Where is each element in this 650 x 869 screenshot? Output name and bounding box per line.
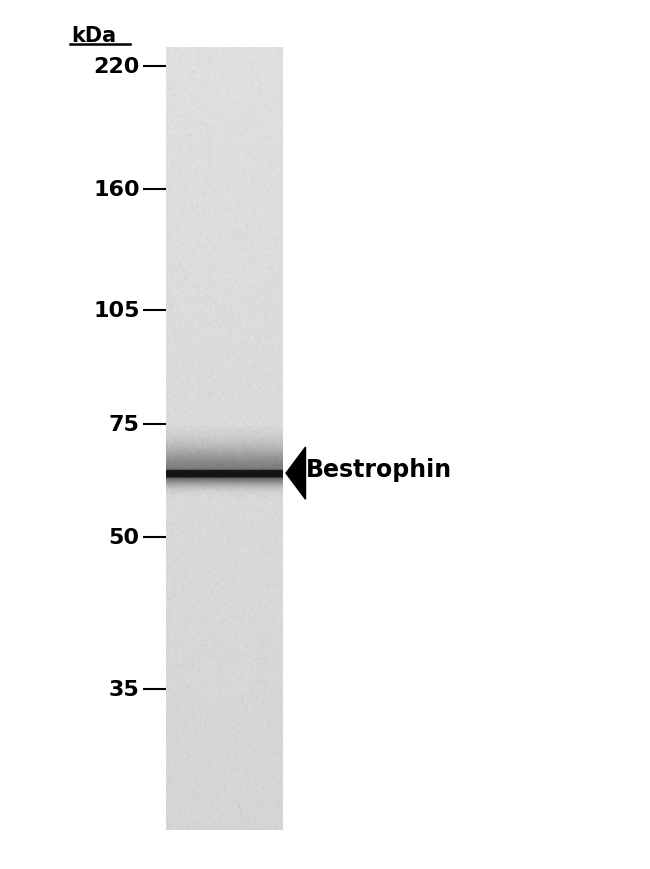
Text: 75: 75 (109, 415, 140, 434)
Polygon shape (286, 448, 306, 500)
Text: 50: 50 (109, 527, 140, 547)
Text: 160: 160 (93, 180, 140, 199)
Text: 220: 220 (94, 57, 140, 76)
Text: 35: 35 (109, 680, 140, 699)
Text: Bestrophin: Bestrophin (306, 457, 452, 481)
Text: 105: 105 (93, 302, 140, 321)
Text: kDa: kDa (72, 26, 116, 46)
